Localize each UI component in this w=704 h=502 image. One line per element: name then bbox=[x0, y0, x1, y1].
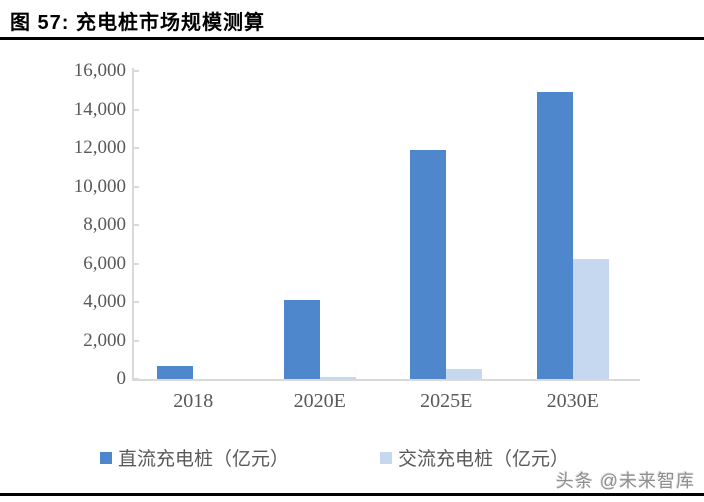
x-axis-line bbox=[132, 379, 640, 381]
y-axis-tick bbox=[132, 108, 139, 111]
bar-series1-2018 bbox=[157, 366, 194, 379]
y-axis-tick-label: 4,000 bbox=[83, 291, 126, 312]
y-axis-tick bbox=[132, 70, 139, 72]
y-axis-tick-label: 0 bbox=[116, 368, 127, 389]
legend-item-series2: 交流充电桩（亿元） bbox=[380, 444, 569, 471]
legend-marker-icon bbox=[100, 451, 112, 464]
watermark-text: 头条 @未来智库 bbox=[555, 471, 695, 491]
bar-series2-2030E bbox=[572, 258, 609, 379]
y-axis-tick bbox=[132, 147, 139, 149]
y-axis-tick bbox=[132, 378, 139, 380]
x-axis-label-2025E: 2025E bbox=[420, 390, 473, 412]
y-axis-tick bbox=[132, 185, 139, 188]
x-axis-label-2020E: 2020E bbox=[293, 390, 346, 412]
x-axis-label-2018: 2018 bbox=[173, 390, 214, 412]
y-axis-tick-label: 10,000 bbox=[73, 175, 126, 197]
page-title: 图 57: 充电桩市场规模测算 bbox=[10, 12, 266, 34]
bar-series1-2025E bbox=[410, 149, 447, 379]
y-axis-tick bbox=[132, 339, 139, 342]
bar-series2-2020E bbox=[319, 377, 356, 379]
y-axis-tick bbox=[132, 262, 139, 265]
y-axis-tick-label: 16,000 bbox=[73, 60, 126, 81]
y-axis-tick-label: 8,000 bbox=[83, 214, 126, 235]
legend-label: 交流充电桩（亿元） bbox=[398, 449, 570, 470]
legend-item-series1: 直流充电桩（亿元） bbox=[100, 444, 289, 471]
bar-series2-2025E bbox=[446, 369, 483, 379]
title-underline-rule bbox=[0, 37, 704, 40]
y-axis-tick bbox=[132, 224, 139, 226]
y-axis-tick-label: 14,000 bbox=[73, 98, 126, 120]
legend-marker-icon bbox=[380, 451, 392, 464]
y-axis-tick-label: 12,000 bbox=[73, 137, 126, 158]
bar-series1-2030E bbox=[536, 92, 573, 379]
bottom-rule bbox=[0, 493, 704, 496]
bar-series1-2020E bbox=[283, 300, 320, 379]
y-axis-tick bbox=[132, 301, 139, 303]
y-axis-line bbox=[132, 68, 134, 379]
chart-legend: 直流充电桩（亿元） 交流充电桩（亿元） bbox=[0, 444, 704, 471]
y-axis-tick-label: 2,000 bbox=[83, 329, 126, 351]
legend-label: 直流充电桩（亿元） bbox=[118, 449, 290, 470]
x-axis-label-2030E: 2030E bbox=[546, 390, 599, 412]
y-axis-tick-label: 6,000 bbox=[83, 252, 126, 274]
